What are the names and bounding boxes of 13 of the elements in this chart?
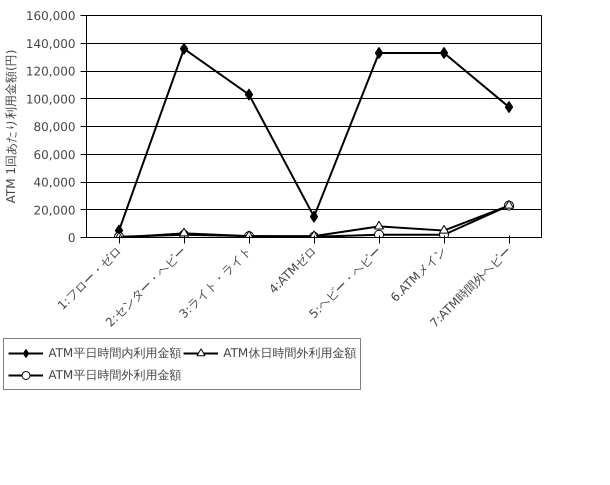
y-tick-label: 80,000 (34, 120, 76, 134)
y-tick-label: 0 (68, 231, 76, 245)
y-tick-label: 160,000 (26, 9, 76, 23)
y-tick-label: 100,000 (26, 92, 76, 106)
y-tick-label: 40,000 (34, 176, 76, 190)
legend-label: ATM休日時間外利用金額 (223, 344, 356, 362)
y-axis-title: ATM 1回あたり利用金額(円) (4, 50, 18, 204)
y-tick-label: 60,000 (34, 148, 76, 162)
legend-label: ATM平日時間内利用金額 (48, 344, 182, 362)
legend-label: ATM平日時間外利用金額 (48, 366, 182, 384)
y-tick-label: 20,000 (34, 203, 76, 218)
y-tick-label: 120,000 (26, 64, 76, 78)
y-tick-label: 140,000 (26, 36, 76, 51)
